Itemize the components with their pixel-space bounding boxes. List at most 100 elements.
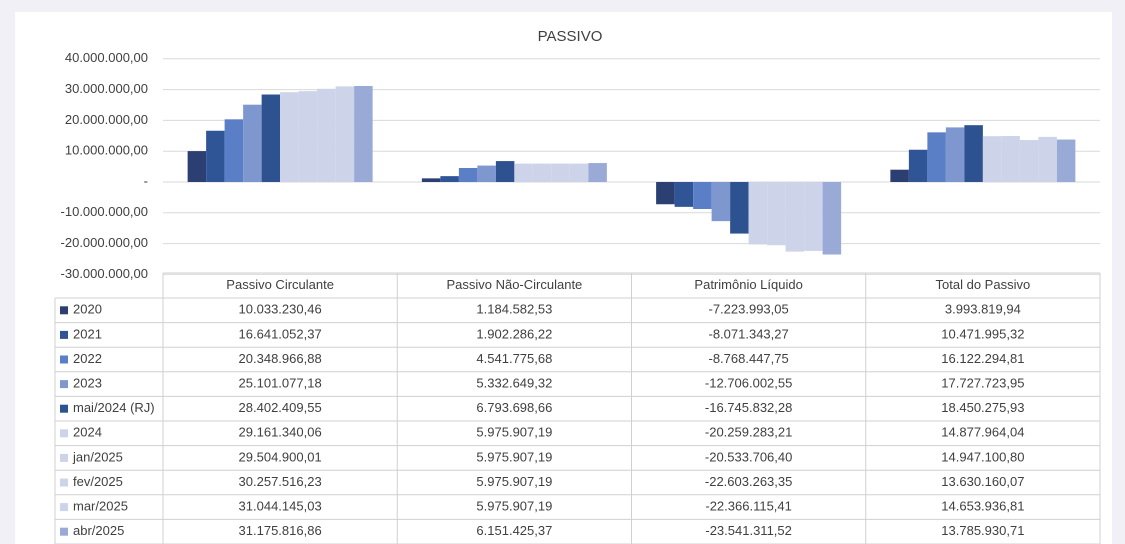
bar <box>964 125 983 182</box>
bar <box>730 182 749 234</box>
table-value: 20.348.966,88 <box>239 351 322 366</box>
legend-label: fev/2025 <box>73 474 123 489</box>
bar <box>261 94 281 182</box>
legend-swatch <box>60 330 68 339</box>
bar <box>748 182 768 245</box>
legend-swatch <box>60 527 68 536</box>
bar <box>477 165 496 182</box>
bar <box>927 132 946 182</box>
y-tick-label: -30.000.000,00 <box>61 266 148 281</box>
bar <box>421 178 441 182</box>
bar <box>569 163 589 182</box>
bar <box>224 119 244 182</box>
legend-label: 2023 <box>73 376 102 391</box>
table-value: -8.768.447,75 <box>709 351 789 366</box>
x-tick-label: Patrimônio Líquido <box>694 277 802 292</box>
legend-label: 2022 <box>73 351 102 366</box>
table-value: -20.533.706,40 <box>705 449 792 464</box>
bar <box>354 85 373 182</box>
bar <box>656 182 675 205</box>
table-value: 6.793.698,66 <box>476 400 552 415</box>
bar <box>982 136 1002 182</box>
bar <box>1001 135 1020 182</box>
table-value: 31.175.816,86 <box>239 523 322 538</box>
bar <box>440 176 459 182</box>
table-value: 1.184.582,53 <box>476 302 552 317</box>
table-value: 5.975.907,19 <box>476 425 552 440</box>
table-value: 5.975.907,19 <box>476 474 552 489</box>
bar <box>532 163 552 182</box>
y-tick-label: -10.000.000,00 <box>61 204 148 219</box>
table-value: 14.653.936,81 <box>941 499 1024 514</box>
table-value: -20.259.283,21 <box>705 425 792 440</box>
bar <box>674 182 694 207</box>
y-tick-label: -20.000.000,00 <box>61 235 148 250</box>
table-value: 29.161.340,06 <box>239 425 322 440</box>
table-value: 16.641.052,37 <box>239 326 322 341</box>
table-value: 18.450.275,93 <box>941 400 1024 415</box>
bar <box>495 161 515 182</box>
table-value: 1.902.286,22 <box>476 326 552 341</box>
x-tick-label: Passivo Circulante <box>226 277 334 292</box>
y-tick-label: - <box>144 173 148 188</box>
y-tick-label: 20.000.000,00 <box>65 112 148 127</box>
bar <box>785 182 805 252</box>
legend-swatch <box>60 380 68 389</box>
legend-swatch <box>60 355 68 364</box>
legend-label: 2020 <box>73 302 102 317</box>
y-tick-label: 40.000.000,00 <box>65 50 148 65</box>
table-value: 16.122.294,81 <box>941 351 1024 366</box>
table-value: 29.504.900,01 <box>239 449 322 464</box>
bar <box>206 130 225 182</box>
table-value: 28.402.409,55 <box>239 400 322 415</box>
table-value: 10.471.995,32 <box>941 326 1024 341</box>
table-value: 10.033.230,46 <box>239 302 322 317</box>
legend-label: mai/2024 (RJ) <box>73 400 155 415</box>
bar <box>514 163 533 182</box>
table-value: -22.603.263,35 <box>705 474 792 489</box>
x-tick-label: Total do Passivo <box>936 277 1031 292</box>
bar <box>243 104 262 182</box>
table-value: -8.071.343,27 <box>709 326 789 341</box>
bar <box>458 168 478 182</box>
table-value: -22.366.115,41 <box>705 499 792 514</box>
table-value: 25.101.077,18 <box>239 376 322 391</box>
bar <box>187 151 207 182</box>
bar <box>804 182 823 251</box>
legend-swatch <box>60 404 68 413</box>
table-value: 17.727.723,95 <box>941 376 1024 391</box>
table-value: 13.785.930,71 <box>941 523 1024 538</box>
bar <box>890 169 909 182</box>
table-value: 14.877.964,04 <box>941 425 1024 440</box>
legend-label: jan/2025 <box>72 449 123 464</box>
bar <box>908 149 928 182</box>
bar <box>711 182 731 222</box>
legend-label: 2021 <box>73 326 102 341</box>
legend-swatch <box>60 306 68 315</box>
bar <box>767 182 786 246</box>
table-value: 14.947.100,80 <box>941 449 1024 464</box>
x-tick-label: Passivo Não-Circulante <box>446 277 582 292</box>
table-value: 4.541.775,68 <box>476 351 552 366</box>
table-value: 5.975.907,19 <box>476 499 552 514</box>
table-value: 30.257.516,23 <box>239 474 322 489</box>
chart-area <box>15 12 1112 544</box>
table-value: -7.223.993,05 <box>709 302 789 317</box>
bar <box>693 182 712 210</box>
chart-title: PASSIVO <box>538 28 603 45</box>
table-value: 6.151.425,37 <box>476 523 552 538</box>
bar <box>298 91 318 182</box>
table-value: -12.706.002,55 <box>705 376 792 391</box>
bar <box>551 163 570 182</box>
bar <box>588 163 607 182</box>
legend-swatch <box>60 429 68 438</box>
legend-label: 2024 <box>73 425 102 440</box>
bar <box>1038 136 1057 182</box>
y-tick-label: 10.000.000,00 <box>65 143 148 158</box>
bar <box>280 92 299 182</box>
bar <box>1056 139 1076 182</box>
bar <box>1019 140 1039 182</box>
legend-swatch <box>60 503 68 512</box>
